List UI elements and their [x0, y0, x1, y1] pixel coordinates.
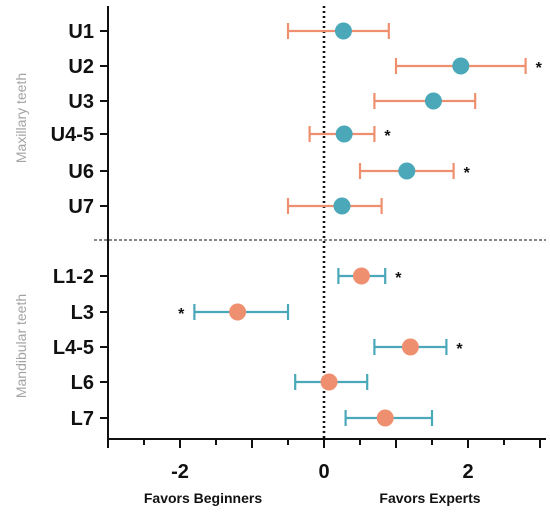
significance-marker: *: [384, 128, 391, 145]
row-label: U2: [68, 56, 94, 78]
significance-marker: *: [395, 270, 402, 287]
estimate-point: [320, 373, 338, 391]
group-label-maxillary: Maxillary teeth: [13, 73, 29, 163]
significance-marker: *: [178, 306, 185, 323]
estimate-point: [398, 162, 416, 180]
row-label: U3: [68, 91, 94, 113]
x-axis-ticks: -2 0 2: [107, 439, 541, 483]
row-label: U1: [68, 21, 94, 43]
row-label: L1-2: [53, 266, 94, 288]
estimate-point: [424, 92, 442, 110]
estimate-point: [335, 125, 353, 143]
favors-right-label: Favors Experts: [379, 490, 480, 506]
row-label: U7: [68, 196, 94, 218]
favors-left-label: Favors Beginners: [144, 490, 262, 506]
row-label: L7: [71, 408, 94, 430]
x-tick-label: 0: [318, 461, 329, 483]
group-label-mandibular: Mandibular teeth: [13, 294, 29, 398]
data-rows: U1 U2 * U3 U4-5 * U6 * U7 L1-2 * L3 * L4-5 * L6 L7: [51, 21, 543, 430]
estimate-point: [452, 57, 470, 75]
row-label: L3: [71, 302, 94, 324]
significance-marker: *: [456, 341, 463, 358]
row-label: L4-5: [53, 337, 94, 359]
estimate-point: [352, 267, 370, 285]
row-label: U6: [68, 161, 94, 183]
estimate-point: [401, 338, 419, 356]
x-tick-label: 2: [462, 461, 473, 483]
row-label: U4-5: [51, 124, 94, 146]
x-tick-label: -2: [171, 461, 189, 483]
row-label: L6: [71, 372, 94, 394]
estimate-point: [376, 409, 394, 427]
estimate-point: [229, 303, 247, 321]
estimate-point: [333, 197, 351, 215]
significance-marker: *: [536, 60, 543, 77]
significance-marker: *: [464, 165, 471, 182]
estimate-point: [334, 22, 352, 40]
